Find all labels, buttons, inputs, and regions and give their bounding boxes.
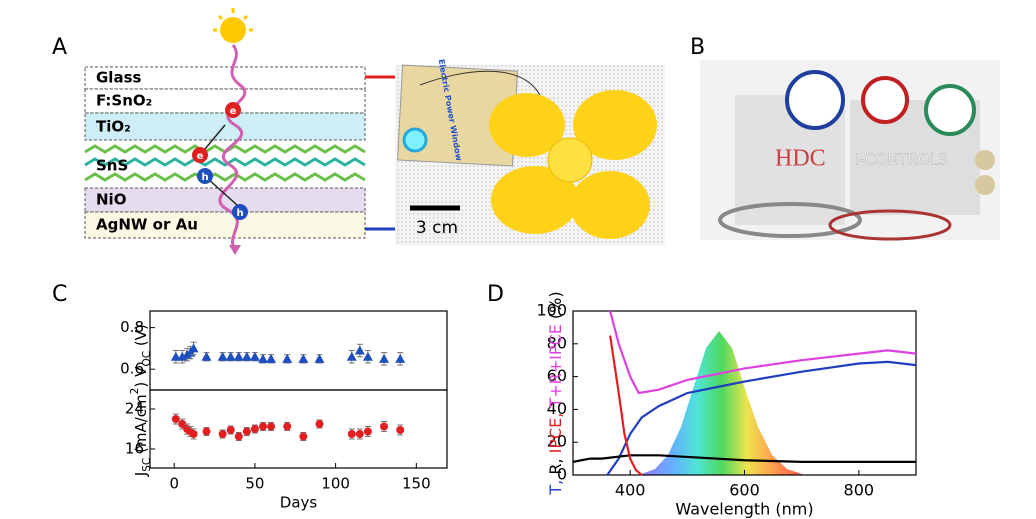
y-axis-label: JSC (mA/cm2) bbox=[129, 382, 153, 477]
y-axis-label: VOC (V) bbox=[132, 324, 154, 377]
marker bbox=[396, 426, 405, 434]
y-axis-label-part: T+R+IPCE bbox=[546, 324, 565, 408]
panel-label: C bbox=[52, 282, 67, 307]
y-axis-label-part: (%) bbox=[546, 291, 565, 324]
marker bbox=[234, 432, 243, 441]
plot-frame bbox=[149, 389, 448, 469]
layer-label: AgNW or Au bbox=[96, 216, 198, 234]
marker bbox=[395, 353, 406, 363]
marker bbox=[315, 420, 324, 428]
panel-label: D bbox=[487, 282, 504, 307]
y-axis-label-part: 2 bbox=[129, 388, 141, 395]
marker bbox=[249, 351, 260, 361]
marker bbox=[299, 432, 308, 441]
marker bbox=[380, 422, 389, 431]
marker bbox=[298, 353, 309, 363]
y-tick-label: 80 bbox=[547, 333, 567, 352]
marker bbox=[266, 353, 277, 363]
device-photo bbox=[395, 64, 665, 245]
marker bbox=[314, 353, 325, 363]
y-axis-label-part: (mA/cm bbox=[132, 394, 150, 457]
y-tick-label: 24 bbox=[125, 400, 144, 418]
carrier-label: h bbox=[201, 172, 208, 183]
photo-text: I-CONTROLS bbox=[855, 151, 948, 169]
marker bbox=[226, 426, 235, 434]
marker bbox=[362, 351, 373, 361]
x-tick-label: 400 bbox=[615, 481, 646, 500]
x-tick-label: 600 bbox=[729, 481, 760, 500]
x-tick-label: 800 bbox=[844, 481, 875, 500]
y-tick-label: 100 bbox=[536, 301, 567, 320]
scale-bar-label: 3 cm bbox=[416, 218, 458, 238]
y-axis-label-part: T, bbox=[546, 475, 565, 496]
carrier-label: h bbox=[236, 208, 243, 219]
marker bbox=[217, 351, 228, 361]
y-tick-label: 0.8 bbox=[120, 318, 144, 336]
layer-label: SnS bbox=[96, 157, 128, 175]
y-axis-label-part: IPCE, bbox=[546, 408, 565, 454]
marker bbox=[267, 422, 276, 431]
y-tick-label: 20 bbox=[547, 432, 567, 451]
x-axis-label: Days bbox=[280, 494, 318, 512]
carrier-label: e bbox=[197, 151, 204, 162]
marker bbox=[233, 351, 244, 361]
marker bbox=[171, 415, 180, 423]
y-axis-label-part: V bbox=[132, 366, 150, 377]
marker bbox=[241, 351, 252, 361]
marker bbox=[202, 427, 211, 436]
carrier-label: e bbox=[230, 106, 237, 117]
marker bbox=[225, 351, 236, 361]
layer-label: Glass bbox=[96, 69, 142, 87]
marker bbox=[218, 430, 227, 438]
spectrum bbox=[639, 331, 805, 475]
y-tick-label: 0 bbox=[557, 465, 567, 484]
marker bbox=[178, 420, 187, 428]
layer-label: NiO bbox=[96, 191, 126, 209]
layer-label: TiO₂ bbox=[96, 118, 131, 136]
photo-text: HDC bbox=[775, 146, 826, 172]
marker bbox=[363, 427, 372, 436]
marker bbox=[250, 425, 259, 433]
marker bbox=[170, 351, 181, 361]
x-tick-label: 150 bbox=[402, 475, 431, 493]
photo-b bbox=[700, 60, 1000, 241]
y-axis-label: T, R, IPCE, T+R+IPCE (%) bbox=[546, 291, 565, 495]
y-tick-label: 40 bbox=[547, 399, 567, 418]
marker bbox=[283, 422, 292, 431]
layer-label: F:SnO₂ bbox=[96, 92, 152, 110]
marker bbox=[242, 427, 251, 436]
marker bbox=[201, 351, 212, 361]
x-tick-label: 0 bbox=[169, 475, 179, 493]
y-axis-label-part: SC bbox=[141, 458, 153, 472]
y-axis-label-part: OC bbox=[141, 351, 153, 367]
x-tick-label: 100 bbox=[321, 475, 350, 493]
x-axis-label: Wavelength (nm) bbox=[675, 500, 813, 519]
y-tick-label: 60 bbox=[547, 366, 567, 385]
y-axis-label-part: R, bbox=[546, 453, 565, 474]
marker bbox=[354, 345, 365, 355]
panel-label: B bbox=[690, 35, 705, 60]
y-tick-label: 0.6 bbox=[120, 360, 144, 378]
x-tick-label: 50 bbox=[245, 475, 264, 493]
y-tick-label: 16 bbox=[125, 440, 144, 458]
y-axis-label-part: ) bbox=[132, 382, 150, 388]
marker bbox=[188, 343, 199, 353]
marker bbox=[258, 422, 267, 431]
y-axis-label-part: (V) bbox=[132, 324, 150, 351]
panel-label: A bbox=[52, 35, 67, 60]
line bbox=[609, 310, 917, 395]
marker bbox=[347, 430, 356, 438]
marker bbox=[282, 353, 293, 363]
y-axis-label-part: J bbox=[132, 472, 150, 477]
device-stack bbox=[84, 8, 400, 255]
line bbox=[609, 335, 643, 476]
marker bbox=[189, 430, 198, 438]
marker bbox=[257, 353, 268, 363]
marker bbox=[346, 351, 357, 361]
line bbox=[572, 454, 916, 463]
marker bbox=[355, 430, 364, 438]
marker bbox=[379, 353, 390, 363]
